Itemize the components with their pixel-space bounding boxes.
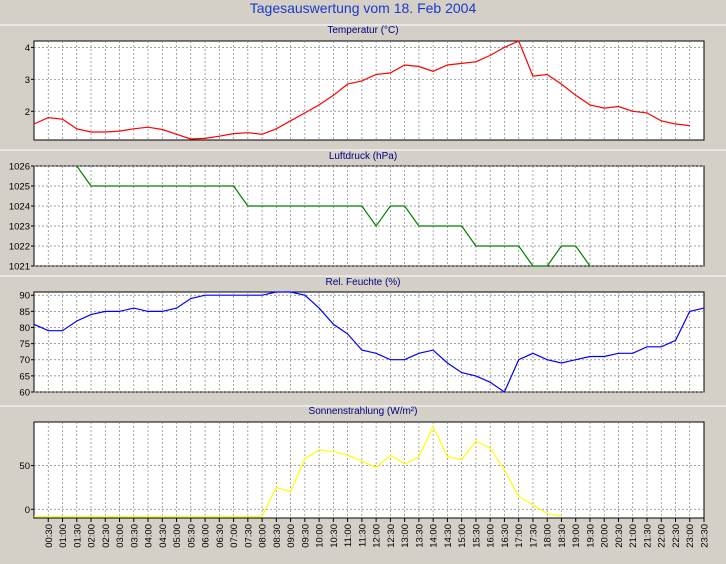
x-tick-label: 08:00 [258,524,269,548]
x-tick-label: 03:30 [129,524,140,548]
x-tick-label: 19:00 [571,524,582,548]
series-line [33,40,690,140]
x-tick-label: 23:00 [685,524,696,548]
y-tick-label: 4 [25,43,30,54]
page-title: Tagesauswertung vom 18. Feb 2004 [249,0,477,16]
y-tick-label: 80 [19,323,30,334]
x-tick-label: 09:30 [300,524,311,548]
x-tick-label: 20:30 [614,524,625,548]
x-tick-label: 17:00 [514,524,525,548]
y-tick-label: 1026 [9,162,30,173]
y-tick-label: 1024 [9,202,30,213]
x-tick-label: 11:30 [357,524,368,547]
plot-area [33,421,705,519]
x-tick-label: 10:30 [329,524,340,548]
y-tick-label: 1025 [9,182,30,193]
panel-title: Rel. Feuchte (%) [325,277,400,288]
y-tick-label: 1021 [9,262,30,273]
plot-area [33,291,705,393]
x-tick-label: 21:00 [628,524,639,548]
x-tick-label: 01:30 [72,524,83,548]
x-tick-label: 22:00 [657,524,668,548]
x-tick-label: 02:00 [87,524,98,548]
x-tick-label: 14:30 [443,524,454,548]
panel-title: Temperatur (°C) [327,25,398,36]
x-tick-label: 07:00 [229,524,240,548]
x-tick-label: 06:30 [215,524,226,548]
x-tick-label: 20:00 [600,524,611,548]
y-tick-label: 1023 [9,222,30,233]
series-line [76,165,591,267]
x-tick-label: 10:00 [315,524,326,548]
series-line [33,291,705,393]
x-tick-label: 15:30 [471,524,482,548]
series-line [34,424,562,517]
x-tick-label: 01:00 [58,524,69,548]
y-tick-label: 60 [19,388,30,399]
x-tick-label: 02:30 [101,524,112,548]
x-tick-label: 08:30 [272,524,283,548]
y-tick-label: 90 [19,291,30,302]
x-tick-label: 11:00 [343,524,354,547]
x-tick-label: 05:30 [186,524,197,548]
y-tick-label: 65 [19,371,30,382]
x-tick-label: 14:00 [429,524,440,548]
x-tick-label: 16:30 [500,524,511,548]
x-tick-label: 16:00 [486,524,497,548]
y-tick-label: 75 [19,339,30,350]
y-tick-label: 3 [25,75,30,86]
y-tick-label: 1022 [9,242,30,253]
x-tick-label: 21:30 [642,524,653,548]
x-tick-label: 06:00 [201,524,212,548]
x-tick-label: 04:30 [158,524,169,548]
x-tick-label: 18:00 [543,524,554,548]
x-tick-label: 17:30 [528,524,539,548]
x-tick-label: 09:00 [286,524,297,548]
x-tick-label: 04:00 [144,524,155,548]
y-tick-label: 85 [19,307,30,318]
x-tick-label: 07:30 [243,524,254,548]
x-tick-label: 23:30 [700,524,711,548]
x-tick-label: 12:30 [386,524,397,548]
x-tick-label: 03:00 [115,524,126,548]
panel-title: Sonnenstrahlung (W/m²) [309,406,418,417]
x-tick-label: 13:00 [400,524,411,548]
plot-area [33,40,705,141]
y-tick-label: 50 [19,461,30,472]
x-tick-label: 22:30 [671,524,682,548]
y-tick-label: 0 [25,505,30,516]
panel-title: Luftdruck (hPa) [329,151,397,162]
x-tick-label: 12:00 [372,524,383,548]
x-tick-label: 13:30 [414,524,425,548]
y-tick-label: 2 [25,107,30,118]
x-tick-label: 00:30 [44,524,55,548]
y-tick-label: 70 [19,355,30,366]
x-tick-label: 05:00 [172,524,183,548]
x-tick-label: 15:00 [457,524,468,548]
x-tick-label: 18:30 [557,524,568,548]
x-tick-label: 19:30 [585,524,596,548]
